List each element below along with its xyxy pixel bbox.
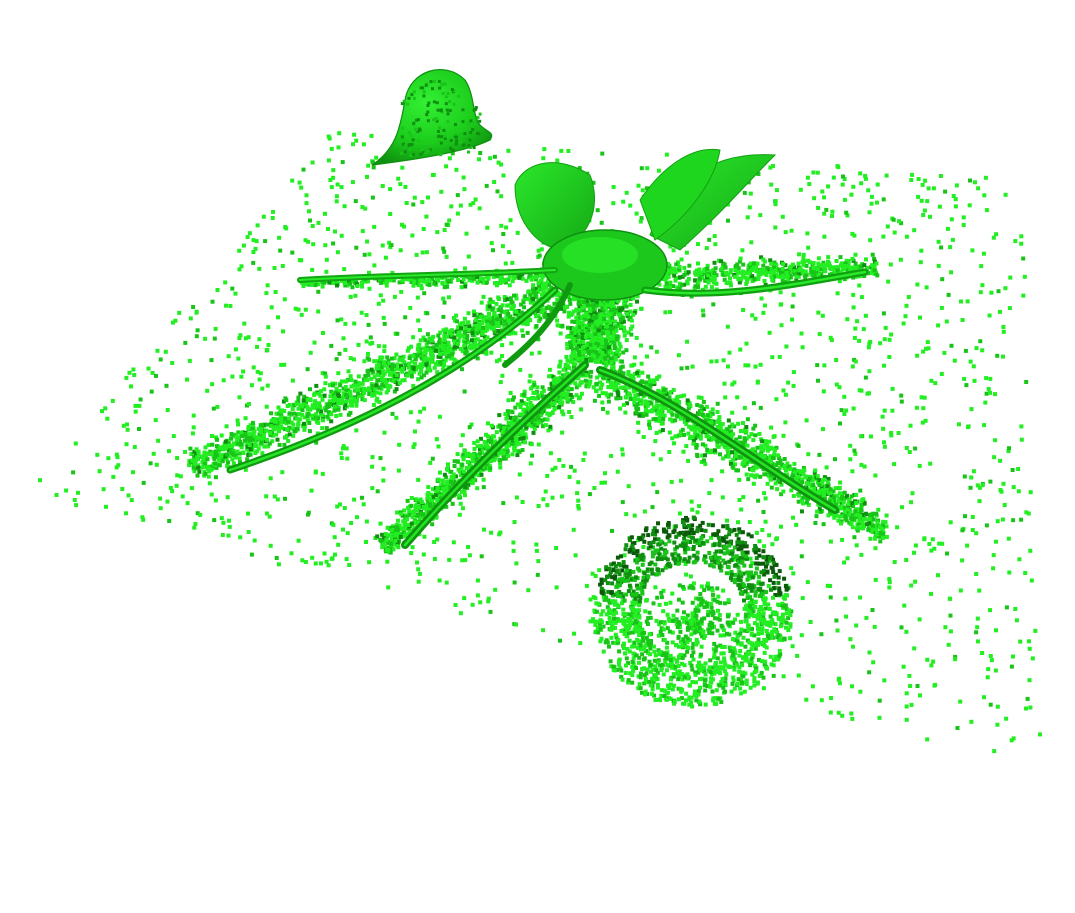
- bell-shaped-object: [371, 69, 493, 166]
- starfish-plant: [226, 148, 869, 549]
- upper-leaf-left: [514, 162, 596, 251]
- ring-shaped-object: [590, 515, 794, 709]
- arm-rib-center-down: [502, 282, 573, 368]
- upper-leaf-middle: [639, 148, 721, 241]
